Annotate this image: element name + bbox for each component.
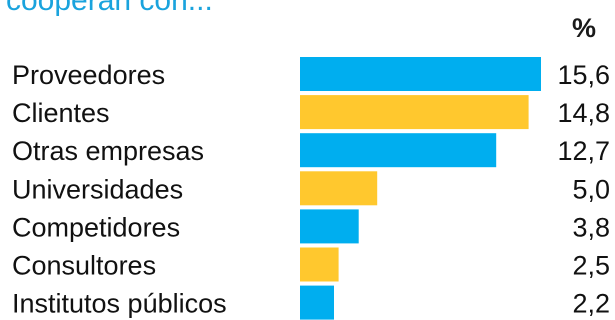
- bar-5: [300, 247, 339, 282]
- category-label-4: Competidores: [12, 212, 180, 242]
- value-label-1: 14,8: [557, 98, 610, 128]
- value-label-3: 5,0: [572, 174, 610, 204]
- value-label-4: 3,8: [572, 212, 610, 242]
- category-label-6: Institutos públicos: [12, 289, 227, 319]
- bar-2: [300, 133, 497, 168]
- chart-heading: cooperan con...: [6, 0, 213, 17]
- value-label-0: 15,6: [557, 60, 610, 90]
- value-label-6: 2,2: [572, 289, 610, 319]
- bar-1: [300, 95, 529, 130]
- unit-label: %: [572, 13, 596, 43]
- category-label-5: Consultores: [12, 251, 156, 281]
- bar-4: [300, 209, 359, 244]
- chart-rows: Proveedores 15,6 Clientes 14,8 Otras empresa…: [12, 57, 610, 320]
- category-label-3: Universidades: [12, 174, 183, 204]
- bar-3: [300, 171, 378, 206]
- category-label-2: Otras empresas: [12, 136, 204, 166]
- category-label-0: Proveedores: [12, 60, 165, 90]
- category-label-1: Clientes: [12, 98, 110, 128]
- value-label-5: 2,5: [572, 251, 610, 281]
- bar-6: [300, 285, 334, 320]
- value-label-2: 12,7: [557, 136, 610, 166]
- bar-0: [300, 57, 541, 91]
